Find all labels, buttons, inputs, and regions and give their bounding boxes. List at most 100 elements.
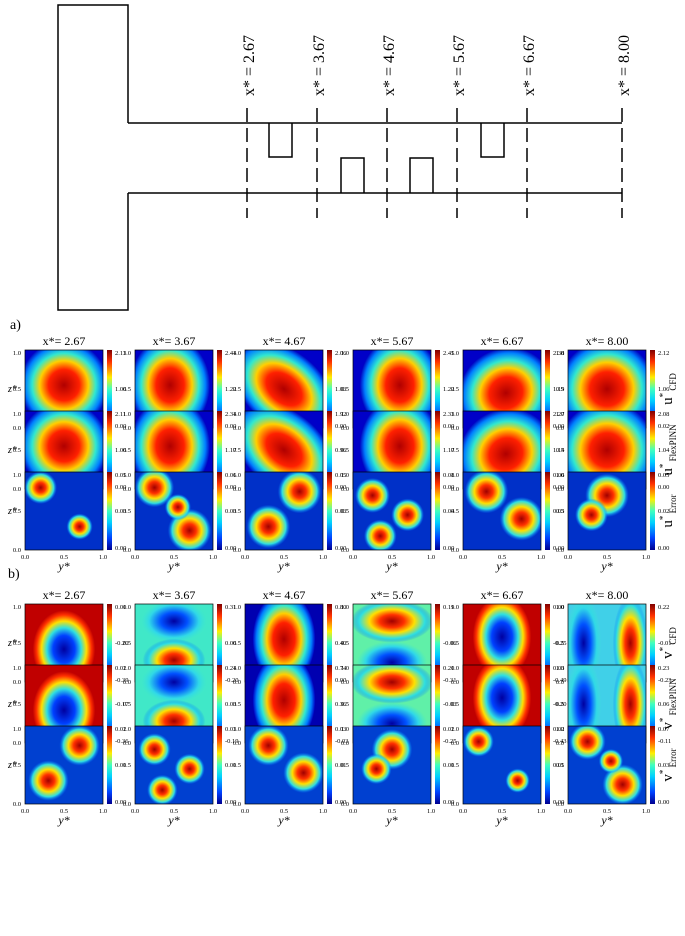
- column-header-top: x*= 3.67: [153, 334, 196, 348]
- colorbar-min-label: 0.00: [443, 545, 454, 552]
- tick-label-y: 0.0: [556, 740, 564, 747]
- tick-label-y: 0.0: [451, 801, 459, 808]
- channel-outline: [57, 4, 622, 311]
- tick-label-y: 0.0: [341, 679, 349, 686]
- tick-label-y: 0.0: [13, 740, 21, 747]
- colorbar-max-label: 0.02: [553, 726, 564, 733]
- column-header-top: x*= 2.67: [43, 334, 86, 348]
- tick-label-y: 1.0: [556, 726, 564, 733]
- colorbar-min-label: 0.00: [225, 799, 236, 806]
- colorbar-mid-label: 0.03: [553, 508, 564, 515]
- tick-label-y: 0.0: [13, 425, 21, 432]
- colorbar-max-label: 2.08: [658, 411, 669, 418]
- colorbar-max-label: 2.12: [658, 350, 669, 357]
- colorbar: [107, 665, 112, 743]
- axis-label-z-star: z*: [7, 638, 17, 649]
- colorbar: [650, 472, 655, 550]
- colorbar: [327, 411, 332, 489]
- colorbar-min-label: 0.00: [335, 799, 346, 806]
- colorbar-min-label: -0.03: [335, 738, 349, 745]
- colorbar-mid-label: 1.04: [658, 447, 670, 454]
- tick-label-y: 0.0: [341, 547, 349, 554]
- tick-label-y: 1.0: [13, 350, 21, 357]
- tick-label-y: 1.0: [556, 472, 564, 479]
- colorbar: [217, 665, 222, 743]
- colorbar-mid-label: -0.03: [443, 701, 457, 708]
- colorbar: [327, 350, 332, 428]
- column-header-bottom: x*= 3.67: [153, 588, 196, 602]
- colorbar-max-label: 2.13: [115, 350, 126, 357]
- axis-label-y-star: y*: [167, 813, 179, 827]
- colorbar-min-label: -0.43: [553, 738, 567, 745]
- colorbar: [650, 350, 655, 428]
- tick-label-x: 1.0: [319, 554, 327, 561]
- tick-label-y: 0.0: [556, 679, 564, 686]
- tick-label-x: 1.0: [99, 554, 107, 561]
- axis-label-y-star: y*: [495, 813, 507, 827]
- tick-label-y: 0.5: [341, 508, 349, 515]
- colorbar-min-label: 0.00: [553, 545, 564, 552]
- axis-label-y-star: y*: [277, 559, 289, 573]
- column-header-bottom: x*= 6.67: [481, 588, 524, 602]
- row-label: v* Error: [658, 748, 678, 781]
- column-header-bottom: x*= 2.67: [43, 588, 86, 602]
- colorbar-mid-label: 0.03: [658, 762, 669, 769]
- tick-label-y: 0.5: [13, 762, 21, 769]
- top-baffle-1: [268, 123, 293, 158]
- tick-label-x: 0.0: [21, 808, 29, 815]
- colorbar-mid-label: 0.01: [443, 762, 454, 769]
- row-label: v* CFD: [658, 627, 678, 659]
- colorbar-max-label: 0.05: [335, 472, 346, 479]
- tick-label-x: 0.5: [170, 808, 178, 815]
- station-label-1: x* = 2.67: [241, 35, 258, 96]
- tick-label-x: 0.0: [564, 808, 572, 815]
- axis-label-y-star: y*: [600, 559, 612, 573]
- tick-label-y: 0.5: [451, 447, 459, 454]
- tick-label-x: 1.0: [427, 808, 435, 815]
- tick-label-x: 0.5: [603, 808, 611, 815]
- tick-label-x: 1.0: [209, 554, 217, 561]
- tick-label-y: 0.0: [233, 740, 241, 747]
- tick-label-y: 1.0: [451, 350, 459, 357]
- tick-label-x: 0.0: [241, 554, 249, 561]
- tick-label-y: 0.0: [233, 486, 241, 493]
- tick-label-y: 0.5: [451, 640, 459, 647]
- tick-label-y: 0.5: [123, 640, 131, 647]
- tick-label-y: 0.5: [556, 762, 564, 769]
- column-header-bottom: x*= 4.67: [263, 588, 306, 602]
- tick-label-x: 1.0: [427, 554, 435, 561]
- colorbar: [217, 472, 222, 550]
- colorbar-max-label: 0.07: [658, 726, 670, 733]
- colorbar-max-label: 0.80: [335, 604, 346, 611]
- colorbar-min-label: 0.00: [115, 799, 126, 806]
- colorbar-max-label: 0.19: [443, 604, 454, 611]
- tick-label-y: 1.0: [556, 604, 564, 611]
- colorbar-max-label: 0.00: [115, 604, 126, 611]
- tick-label-y: 1.0: [341, 472, 349, 479]
- colorbar-min-label: 0.00: [335, 423, 346, 430]
- colorbar-mid-label: 0.40: [335, 640, 346, 647]
- tick-label-y: 0.0: [556, 801, 564, 808]
- tick-label-y: 1.0: [451, 726, 459, 733]
- axis-label-z-star: z*: [7, 384, 17, 395]
- colorbar-min-label: 0.00: [658, 545, 669, 552]
- colorbar: [545, 472, 550, 550]
- tick-label-y: 0.0: [13, 679, 21, 686]
- axis-label-z-star: z*: [7, 445, 17, 456]
- colorbar-max-label: 0.06: [553, 472, 565, 479]
- colorbar-mid-label: 1.03: [335, 386, 346, 393]
- tick-label-y: 0.0: [123, 547, 131, 554]
- colorbar-mid-label: 0.02: [658, 508, 669, 515]
- colorbar-mid-label: 0.06: [225, 640, 237, 647]
- tick-label-x: 1.0: [209, 808, 217, 815]
- panel-label-a: a): [10, 318, 21, 333]
- colorbar: [107, 726, 112, 804]
- tick-label-x: 0.5: [60, 808, 68, 815]
- colorbar-min-label: 0.00: [335, 545, 346, 552]
- tick-label-y: 0.5: [233, 640, 241, 647]
- colorbar-max-label: 0.23: [658, 665, 669, 672]
- axis-label-z-star: z*: [7, 506, 17, 517]
- colorbar-min-label: -0.19: [225, 738, 239, 745]
- colorbar-min-label: 0.00: [553, 484, 564, 491]
